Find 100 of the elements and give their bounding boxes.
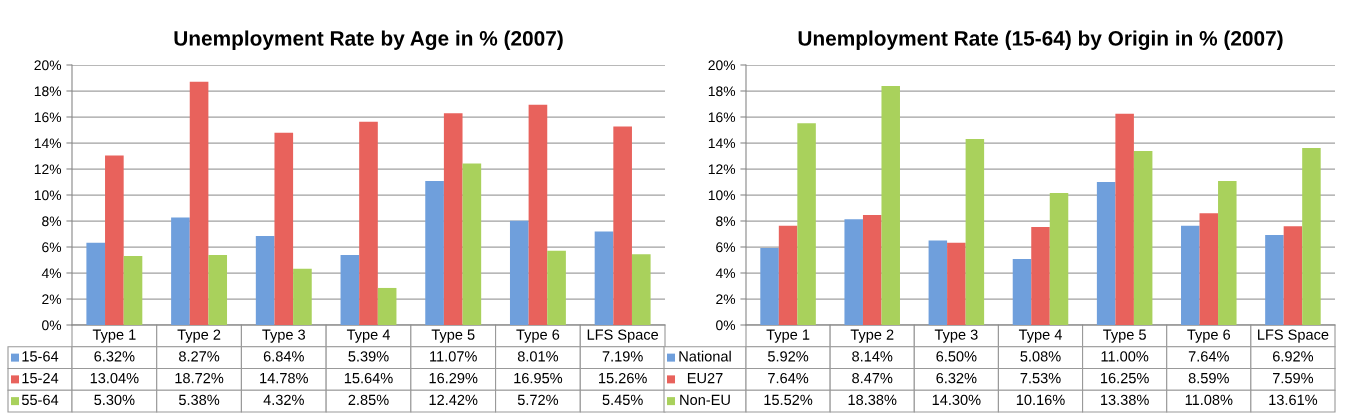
bar: [1265, 235, 1284, 325]
legend-label: National: [679, 350, 731, 362]
data-label: 16.95%: [514, 372, 563, 384]
data-label: 13.38%: [1101, 394, 1149, 406]
x-tick-label: Type 1: [92, 329, 136, 343]
data-label: 14.78%: [260, 372, 308, 384]
bar: [208, 255, 228, 325]
data-label: 7.53%: [1020, 372, 1061, 384]
bar: [844, 219, 863, 325]
chart-title: Unemployment Rate (15-64) by Origin in % (2007): [798, 30, 1283, 50]
data-label: 6.32%: [936, 372, 977, 384]
x-tick-label: Type 3: [934, 329, 978, 343]
x-tick-label: Type 4: [1018, 329, 1062, 343]
bar: [613, 126, 632, 325]
bar: [1031, 227, 1050, 325]
data-label: 11.08%: [1185, 394, 1233, 406]
y-tick-label: 12%: [34, 164, 62, 175]
y-tick-label: 4%: [41, 268, 62, 279]
chart-title: Unemployment Rate by Age in % (2007): [174, 30, 563, 50]
x-tick-label: Type 6: [516, 329, 560, 343]
bar: [947, 242, 966, 325]
data-label: 18.38%: [848, 394, 897, 406]
bar: [509, 220, 529, 325]
data-label: 8.47%: [852, 372, 893, 384]
bar: [862, 214, 882, 325]
x-tick-label: LFS Space: [1258, 329, 1329, 343]
bar: [377, 287, 397, 325]
bar: [189, 81, 209, 325]
data-label: 5.92%: [767, 351, 809, 362]
data-label: 7.59%: [1273, 372, 1314, 384]
x-tick-label: Type 5: [1103, 329, 1146, 343]
y-tick-label: 16%: [708, 112, 736, 123]
bar: [760, 248, 779, 325]
data-label: 13.61%: [1269, 394, 1318, 406]
bar: [462, 163, 482, 325]
data-label: 4.32%: [263, 394, 304, 406]
data-label: 10.16%: [1016, 394, 1065, 406]
bar: [928, 240, 948, 325]
data-label: 5.38%: [178, 394, 220, 406]
y-tick-label: 2%: [716, 294, 736, 305]
y-tick-label: 14%: [34, 138, 62, 149]
data-label: 6.32%: [94, 351, 135, 362]
bar: [1012, 258, 1032, 325]
y-tick-label: 8%: [716, 216, 736, 227]
data-label: 6.84%: [263, 351, 304, 362]
data-label: 15.52%: [764, 394, 813, 406]
data-label: 5.08%: [1020, 351, 1061, 362]
y-tick-label: 6%: [716, 242, 736, 253]
legend-label: 55-64: [21, 394, 59, 406]
data-label: 5.39%: [348, 351, 389, 362]
data-label: 16.29%: [429, 372, 478, 384]
data-label: 5.72%: [517, 394, 559, 406]
bar: [255, 236, 275, 325]
bar: [1283, 226, 1303, 325]
data-label: 11.07%: [430, 351, 477, 362]
bar: [86, 242, 106, 325]
data-label: 11.00%: [1101, 351, 1149, 362]
x-tick-label: Type 4: [346, 329, 390, 343]
y-tick-label: 18%: [708, 86, 736, 97]
data-label: 16.25%: [1101, 372, 1149, 384]
bar: [965, 139, 985, 325]
bar: [881, 86, 900, 325]
bar: [105, 155, 124, 325]
y-tick-label: 20%: [708, 60, 736, 71]
bar: [443, 113, 463, 325]
y-tick-label: 0%: [716, 320, 736, 331]
y-tick-label: 12%: [708, 164, 736, 175]
data-label: 15.64%: [344, 372, 393, 384]
y-tick-label: 10%: [34, 190, 62, 201]
bar: [171, 217, 190, 325]
bar: [528, 104, 548, 325]
bar: [1049, 192, 1069, 325]
data-label: 6.50%: [936, 351, 977, 362]
y-tick-label: 20%: [34, 60, 62, 71]
y-tick-label: 8%: [42, 216, 62, 227]
data-label: 5.30%: [94, 394, 135, 406]
bar: [1199, 213, 1219, 325]
data-label: 13.04%: [90, 372, 139, 384]
legend-label: EU27: [687, 372, 723, 384]
bar: [1218, 180, 1237, 325]
y-tick-label: 14%: [708, 138, 736, 149]
x-tick-label: Type 1: [766, 329, 810, 343]
y-tick-label: 18%: [34, 86, 62, 97]
data-label: 8.27%: [179, 351, 220, 362]
bar: [425, 181, 444, 325]
y-tick-label: 4%: [715, 268, 736, 279]
data-label: 7.19%: [602, 351, 643, 362]
data-label: 6.92%: [1272, 351, 1314, 362]
data-label: 8.59%: [1188, 372, 1229, 384]
y-tick-label: 0%: [42, 320, 62, 331]
data-label: 12.42%: [429, 394, 478, 405]
bar: [547, 250, 566, 325]
data-label: 14.30%: [932, 394, 981, 406]
data-label: 2.85%: [348, 394, 389, 406]
data-label: 15.26%: [599, 372, 647, 384]
bar: [1181, 225, 1200, 325]
bar: [594, 231, 614, 325]
bar: [1115, 113, 1134, 325]
bar: [123, 256, 143, 325]
bar: [1096, 182, 1116, 325]
